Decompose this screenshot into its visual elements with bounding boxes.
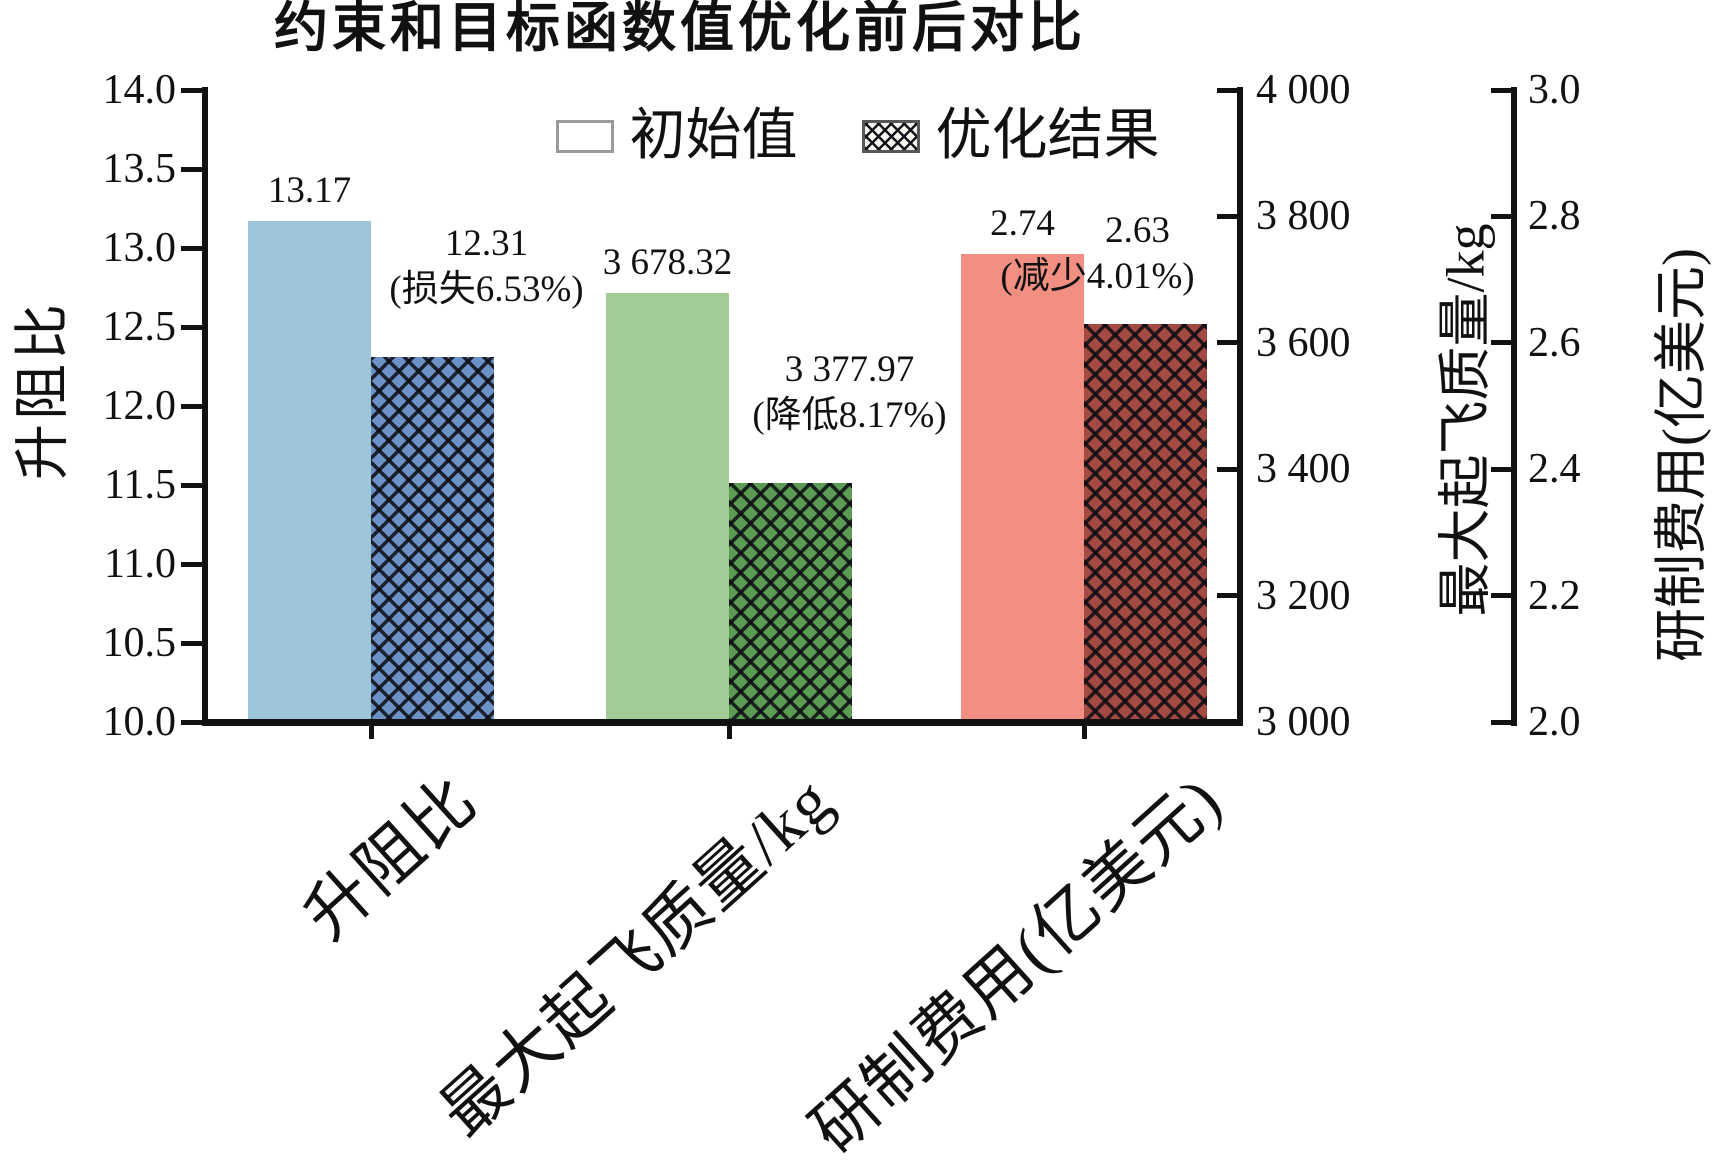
- left-axis-tick: [181, 641, 203, 646]
- left-axis-tick-label: 13.5: [28, 148, 176, 190]
- left-axis-tick-label: 11.0: [28, 543, 176, 585]
- chart-title: 约束和目标函数值优化前后对比: [160, 0, 1200, 57]
- right1-axis-tick-label: 3 600: [1256, 322, 1486, 364]
- bar-change-note: (减少4.01%): [898, 255, 1298, 299]
- bar-value-label-optimized: 3 377.97: [680, 348, 1020, 392]
- bar-chart: 约束和目标函数值优化前后对比 初始值 优化结果 升阻比 最大起飞质量/kg 研制…: [0, 0, 1712, 1000]
- left-axis-tick: [181, 88, 203, 93]
- x-category-label-liftdrag: 升阻比: [293, 766, 489, 952]
- right1-axis-tick: [1217, 340, 1237, 345]
- left-axis-tick: [181, 720, 203, 725]
- right1-axis-tick-label: 3 000: [1256, 701, 1486, 743]
- right1-axis-tick-label: 3 200: [1256, 575, 1486, 617]
- legend-item-initial: 初始值: [556, 108, 798, 164]
- left-axis-tick: [181, 483, 203, 488]
- right1-axis-tick-label: 4 000: [1256, 69, 1486, 111]
- left-axis-tick-label: 14.0: [28, 69, 176, 111]
- right2-axis-tick-label: 2.2: [1528, 575, 1698, 617]
- legend-swatch-optimized: [862, 120, 920, 153]
- left-axis-tick: [181, 246, 203, 251]
- right1-axis-tick: [1217, 720, 1237, 725]
- right1-axis-tick-label: 3 400: [1256, 448, 1486, 490]
- x-axis-tick: [369, 726, 374, 739]
- bar-initial: [961, 254, 1084, 722]
- right1-axis-tick: [1217, 593, 1237, 598]
- bar-optimized: [371, 357, 494, 722]
- bar-value-label-initial: 3 678.32: [518, 241, 818, 285]
- bar-optimized: [729, 483, 852, 722]
- right2-axis-tick-label: 2.6: [1528, 322, 1698, 364]
- left-axis-tick: [181, 404, 203, 409]
- left-axis-tick-label: 11.5: [28, 464, 176, 506]
- left-axis-tick-label: 10.0: [28, 701, 176, 743]
- bar-optimized: [1084, 324, 1207, 722]
- legend-swatch-initial: [556, 120, 614, 153]
- left-axis-tick-label: 10.5: [28, 622, 176, 664]
- right-axis2-spine: [1511, 87, 1517, 726]
- right2-axis-tick-label: 2.8: [1528, 195, 1698, 237]
- legend: 初始值 优化结果: [340, 108, 1375, 164]
- right1-axis-tick: [1217, 88, 1237, 93]
- right2-axis-tick-label: 3.0: [1528, 69, 1698, 111]
- left-axis-tick-label: 12.5: [28, 306, 176, 348]
- x-axis-tick: [727, 726, 732, 739]
- right-axis1-spine: [1237, 87, 1243, 726]
- left-axis-tick-label: 13.0: [28, 227, 176, 269]
- x-category-label-dev-cost: 研制费用(亿美元): [801, 766, 1235, 1166]
- right1-axis-tick: [1217, 467, 1237, 472]
- bar-change-note: (降低8.17%): [650, 394, 1050, 438]
- bottom-axis-spine: [202, 719, 1243, 726]
- right2-axis-tick-label: 2.0: [1528, 701, 1698, 743]
- legend-label-initial: 初始值: [630, 108, 798, 164]
- x-category-label-takeoff-mass: 最大起飞质量/kg: [430, 766, 845, 1149]
- legend-label-optimized: 优化结果: [936, 108, 1160, 164]
- x-axis-tick: [1082, 726, 1087, 739]
- left-axis-tick: [181, 562, 203, 567]
- left-axis-tick-label: 12.0: [28, 385, 176, 427]
- bar-value-label-initial: 13.17: [160, 169, 460, 213]
- right-axis1-title: 最大起飞质量/kg: [1421, 223, 1500, 616]
- left-axis-tick: [181, 325, 203, 330]
- bar-value-label-optimized: 2.63: [968, 209, 1308, 253]
- right2-axis-tick: [1491, 88, 1511, 93]
- right2-axis-tick: [1491, 214, 1511, 219]
- right2-axis-tick: [1491, 720, 1511, 725]
- legend-item-optimized: 优化结果: [862, 108, 1160, 164]
- right2-axis-tick-label: 2.4: [1528, 448, 1698, 490]
